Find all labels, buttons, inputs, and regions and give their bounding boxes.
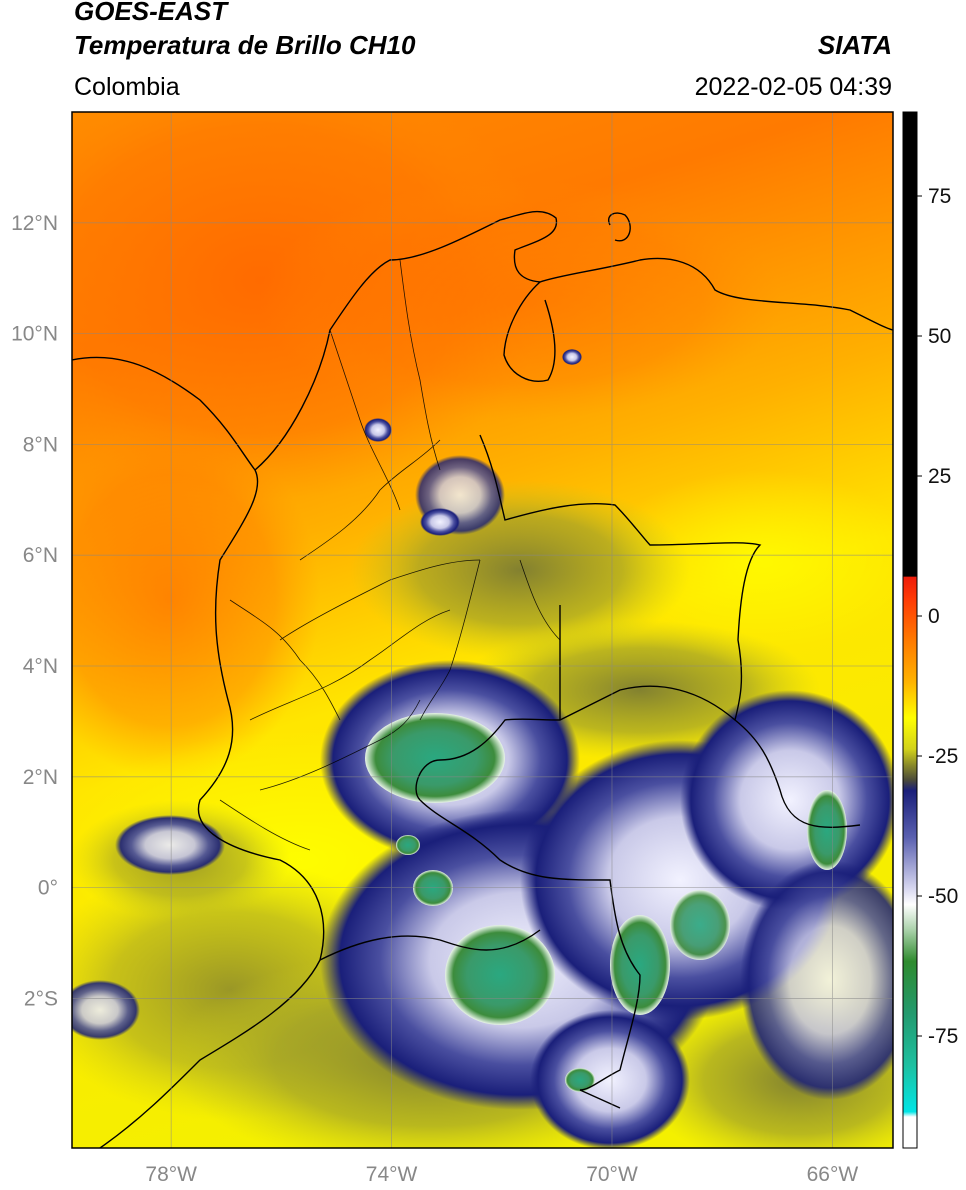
lon-tick-label: 78°W bbox=[145, 1163, 197, 1186]
colorbar-tick-label: 50 bbox=[928, 325, 951, 348]
lat-tick-label: 0° bbox=[38, 877, 58, 900]
latitude-axis: 12°N 10°N 8°N 6°N 4°N 2°N 0° 2°S bbox=[11, 212, 58, 1011]
title-line-1: GOES-EAST bbox=[74, 0, 228, 26]
colorbar-tick-label: -25 bbox=[928, 745, 958, 768]
lat-tick-label: 12°N bbox=[11, 212, 58, 235]
country-borders bbox=[319, 434, 861, 1109]
title-line-2: Temperatura de Brillo CH10 bbox=[74, 30, 416, 60]
colorbar-tick-label: -75 bbox=[928, 1025, 958, 1048]
coastlines bbox=[72, 210, 893, 1148]
longitude-axis: 78°W 74°W 70°W 66°W bbox=[145, 1163, 858, 1186]
colorbar-tick-label: -50 bbox=[928, 885, 958, 908]
lon-tick-label: 74°W bbox=[366, 1163, 418, 1186]
lat-tick-label: 2°S bbox=[24, 987, 58, 1010]
lat-tick-label: 2°N bbox=[23, 766, 58, 789]
department-borders bbox=[219, 259, 561, 851]
lat-tick-label: 4°N bbox=[23, 655, 58, 678]
lon-tick-label: 70°W bbox=[586, 1163, 638, 1186]
colorbar-tick-label: 75 bbox=[928, 185, 951, 208]
satellite-imagery bbox=[72, 112, 893, 1148]
lat-tick-label: 10°N bbox=[11, 323, 58, 346]
lat-tick-label: 8°N bbox=[23, 433, 58, 456]
colorbar-tick-label: 25 bbox=[928, 465, 951, 488]
graticule bbox=[72, 112, 893, 1148]
map-frame bbox=[71, 111, 894, 1149]
brand-label: SIATA bbox=[817, 30, 892, 60]
lat-tick-label: 6°N bbox=[23, 544, 58, 567]
region-label: Colombia bbox=[74, 73, 180, 101]
colorbar-tick-label: 0 bbox=[928, 605, 940, 628]
colorbar-ticks: 75 50 25 0 -25 -50 -75 bbox=[917, 185, 958, 1048]
colorbar bbox=[902, 111, 918, 1149]
datetime-label: 2022-02-05 04:39 bbox=[694, 73, 892, 101]
lon-tick-label: 66°W bbox=[807, 1163, 859, 1186]
